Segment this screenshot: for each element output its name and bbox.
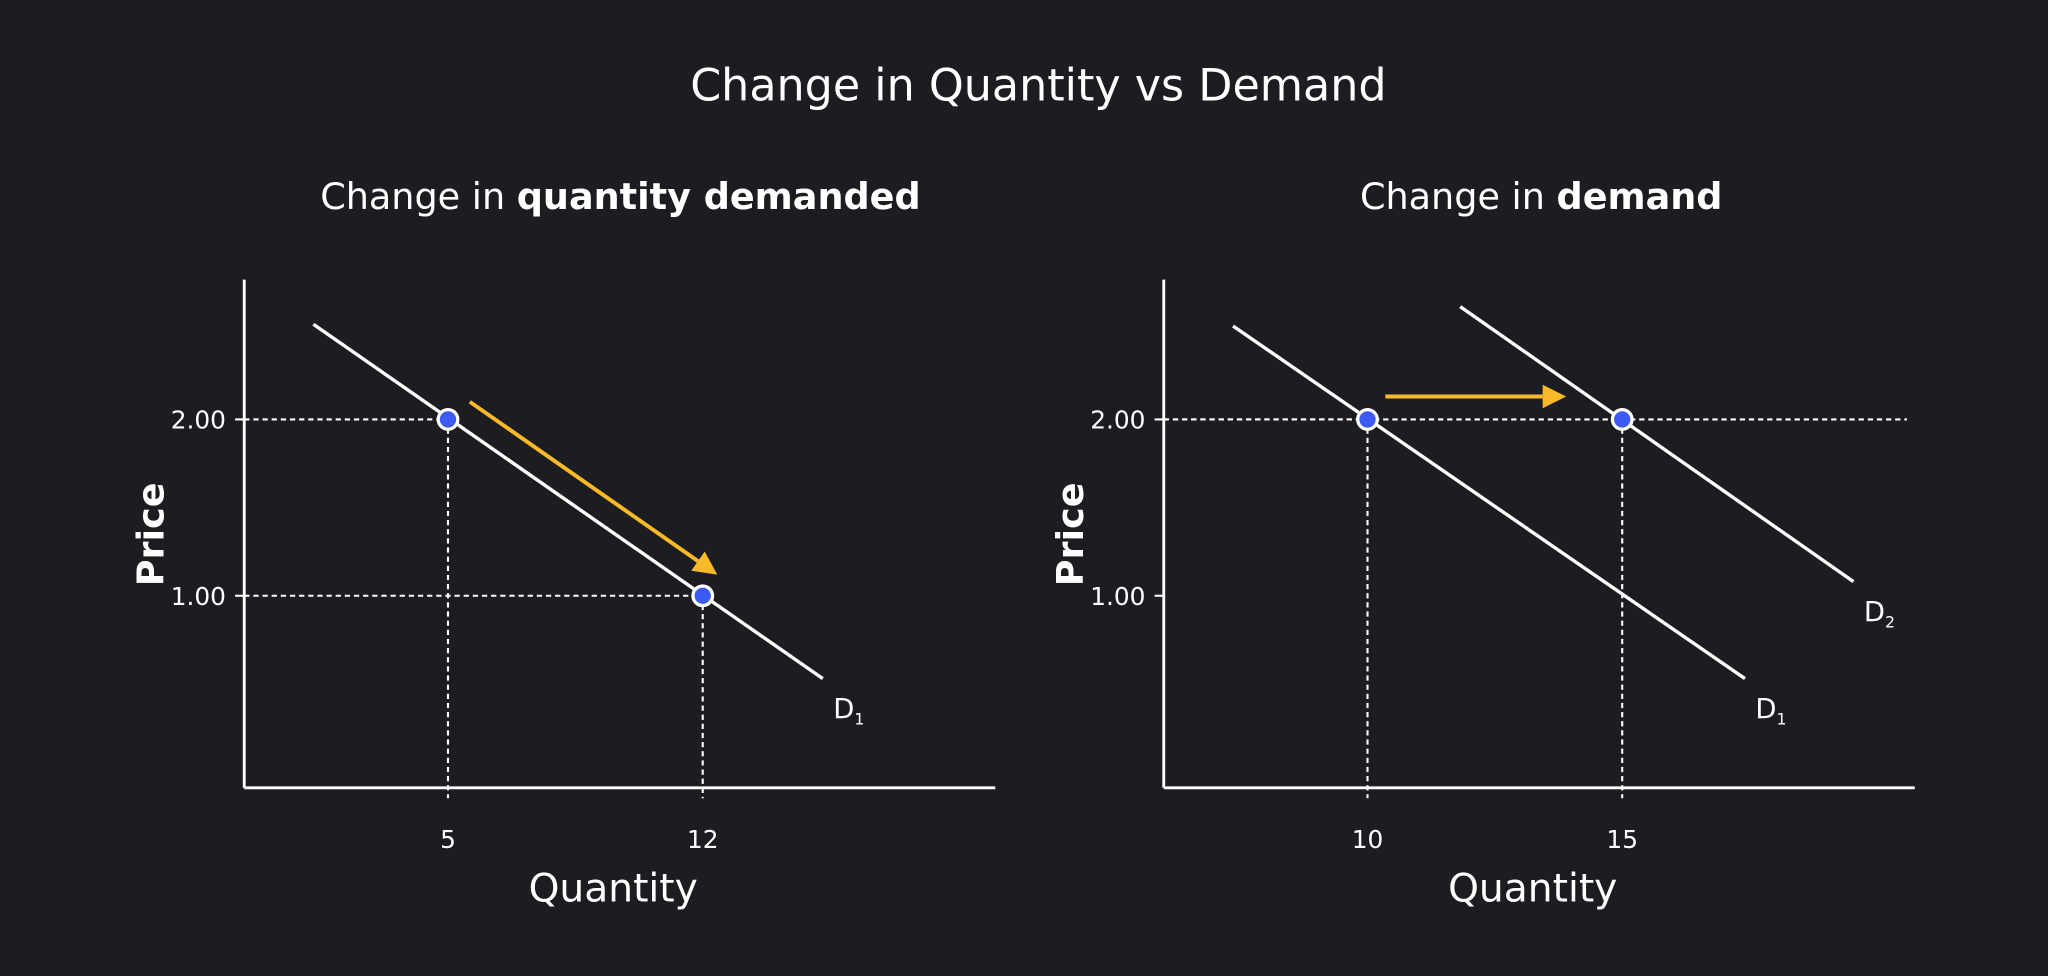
- arrow-head-icon: [1542, 384, 1567, 409]
- demand-curve: [1232, 324, 1746, 681]
- demand-curve-label: D1: [833, 694, 864, 729]
- demand-curve-label: D2: [1864, 597, 1895, 632]
- left-title-bold: quantity demanded: [517, 175, 921, 218]
- curve-label-name: D: [1755, 694, 1776, 725]
- curve-label-name: D: [833, 694, 854, 725]
- x-tick-label: 15: [1606, 825, 1638, 854]
- y-tick-label: 2.00: [1090, 406, 1145, 435]
- figure-title: Change in Quantity vs Demand: [690, 61, 1386, 112]
- x-axis-label: Quantity: [529, 866, 698, 911]
- equilibrium-point: [1610, 407, 1634, 431]
- curve-label-subscript: 1: [854, 709, 864, 728]
- x-tick-label: 5: [440, 825, 456, 854]
- y-tick-label: 2.00: [171, 406, 226, 435]
- x-tick-label: 10: [1352, 825, 1384, 854]
- x-axis-label: Quantity: [1448, 866, 1617, 911]
- equilibrium-point: [1356, 407, 1379, 431]
- arrow-head-icon: [691, 551, 718, 575]
- left-chart: 2.00 1.00 5 12 Quantity Price D1: [129, 279, 996, 911]
- y-axis-label: Price: [129, 482, 172, 586]
- equilibrium-point: [691, 584, 715, 608]
- demand-curve: [1459, 305, 1855, 584]
- curve-label-subscript: 2: [1885, 612, 1895, 631]
- x-tick-label: 12: [687, 825, 719, 854]
- right-chart-title: Change in demand: [1360, 175, 1723, 218]
- curve-label-name: D: [1864, 597, 1885, 628]
- left-chart-title: Change in quantity demanded: [320, 175, 920, 218]
- left-title-prefix: Change in: [320, 175, 517, 218]
- arrow-shaft: [468, 400, 700, 563]
- demand-curve-label: D1: [1755, 694, 1786, 729]
- right-title-prefix: Change in: [1360, 175, 1557, 218]
- y-axis-label: Price: [1049, 482, 1092, 586]
- equilibrium-point: [436, 407, 460, 431]
- curve-label-subscript: 1: [1777, 709, 1787, 728]
- y-tick-label: 1.00: [171, 582, 226, 611]
- right-title-bold: demand: [1557, 175, 1723, 218]
- y-tick-label: 1.00: [1090, 582, 1145, 611]
- demand-curve: [312, 322, 824, 681]
